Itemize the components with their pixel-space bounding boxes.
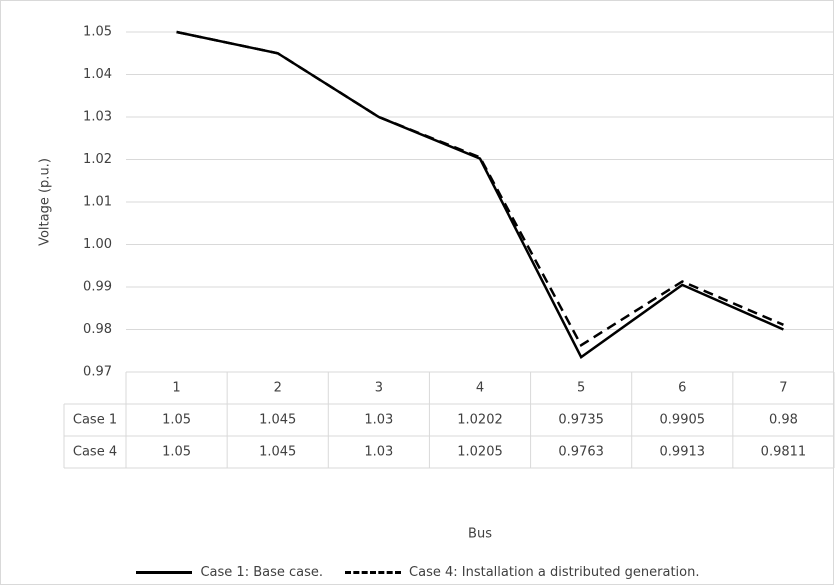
table-cell-series-1-bus-2: 1.045: [259, 413, 296, 428]
line-chart: 0.97 0.98 0.99 1.00 1.01 1.02 1.03 1.04 1.05 1 2 3 4…: [38, 25, 835, 542]
y-tick-label-1.00: 1.00: [83, 237, 112, 252]
y-axis-title: Voltage (p.u.): [38, 158, 53, 246]
legend-label-case-1: Case 1: Base case.: [200, 564, 324, 580]
y-tick-label-1.04: 1.04: [83, 67, 112, 82]
legend: Case 1: Base case. Case 4: Installation …: [0, 562, 836, 582]
y-tick-label-1.03: 1.03: [83, 110, 112, 125]
x-category-label-2: 2: [274, 381, 282, 396]
table-cell-series-2-bus-1: 1.05: [162, 445, 191, 460]
table-cell-series-1-bus-7: 0.98: [769, 413, 798, 428]
y-tick-label-0.99: 0.99: [83, 280, 112, 295]
table-cell-series-2-bus-2: 1.045: [259, 445, 296, 460]
table-cell-series-2-bus-6: 0.9913: [660, 445, 706, 460]
legend-solid-line-icon: [136, 570, 193, 574]
legend-dashed-line-icon: [345, 570, 402, 574]
table-row-label-1: Case 1: [73, 413, 117, 428]
y-tick-label-1.01: 1.01: [83, 195, 112, 210]
y-tick-label-1.02: 1.02: [83, 152, 112, 167]
table-cell-series-2-bus-7: 0.9811: [761, 445, 807, 460]
x-category-label-4: 4: [476, 381, 484, 396]
table-cell-series-1-bus-6: 0.9905: [660, 413, 706, 428]
y-tick-label-0.97: 0.97: [83, 365, 112, 380]
x-category-label-7: 7: [779, 381, 787, 396]
table-cell-series-1-bus-1: 1.05: [162, 413, 191, 428]
x-category-label-1: 1: [172, 381, 180, 396]
table-cell-series-1-bus-4: 1.0202: [457, 413, 503, 428]
legend-item-case-1: Case 1: Base case.: [136, 565, 323, 580]
series-line-1: [176, 30, 784, 359]
y-tick-label-1.05: 1.05: [83, 25, 112, 40]
table-cell-series-2-bus-4: 1.0205: [457, 445, 503, 460]
table-cell-series-2-bus-3: 1.03: [364, 445, 393, 460]
legend-label-case-4: Case 4: Installation a distributed gener…: [409, 564, 700, 580]
table-cell-series-1-bus-5: 0.9735: [558, 413, 604, 428]
x-category-label-3: 3: [375, 381, 383, 396]
table-cell-series-1-bus-3: 1.03: [364, 413, 393, 428]
legend-item-case-4: Case 4: Installation a distributed gener…: [345, 564, 700, 580]
table-cell-series-2-bus-5: 0.9763: [558, 445, 604, 460]
series-line-2: [176, 30, 784, 347]
x-category-label-6: 6: [678, 381, 686, 396]
table-row-label-2: Case 4: [73, 445, 117, 460]
y-tick-label-0.98: 0.98: [83, 322, 112, 337]
x-axis-title: Bus: [468, 527, 492, 542]
x-category-label-5: 5: [577, 381, 585, 396]
